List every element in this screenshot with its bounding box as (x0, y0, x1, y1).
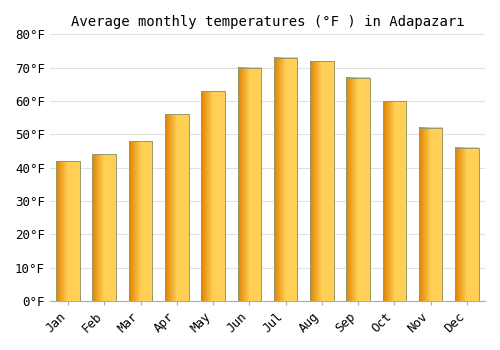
Bar (310, 61, 334, 301)
Bar (382, 101, 406, 301)
Bar (274, 58, 297, 301)
Bar (165, 114, 188, 301)
Bar (238, 68, 261, 301)
Bar (346, 78, 370, 301)
Bar (92, 154, 116, 301)
Bar (128, 141, 152, 301)
Bar (202, 91, 225, 301)
Bar (455, 148, 478, 301)
Bar (419, 128, 442, 301)
Bar (56, 161, 80, 301)
Title: Average monthly temperatures (°F ) in Adapazarı: Average monthly temperatures (°F ) in Ad… (70, 15, 464, 29)
